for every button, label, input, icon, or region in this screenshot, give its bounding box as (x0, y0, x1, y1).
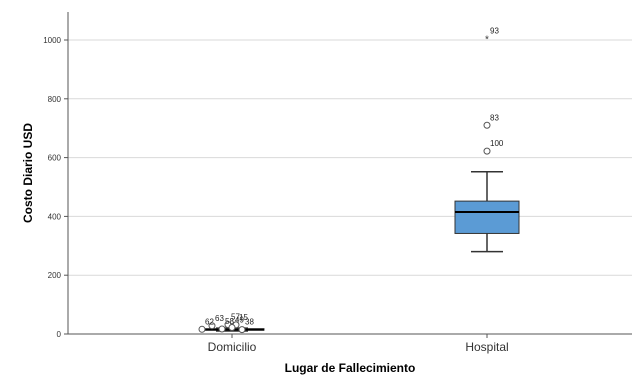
x-axis-title: Lugar de Fallecimiento (285, 361, 416, 375)
y-tick-label: 1000 (43, 36, 61, 45)
box-hospital: 100 83 *93 (454, 27, 520, 253)
outlier-label: 38 (245, 318, 254, 327)
outlier-point (198, 325, 206, 333)
y-tick-label: 0 (57, 330, 62, 339)
outlier-point (208, 322, 216, 330)
y-axis-title: Costo Diario USD (21, 123, 35, 223)
outlier-point (238, 326, 246, 334)
outlier-label: 100 (490, 139, 504, 148)
outlier-star: * (485, 35, 489, 46)
outlier-label: 62 (205, 317, 214, 326)
y-tick-label: 400 (48, 212, 62, 221)
gridlines (68, 39, 632, 276)
outlier-label: 83 (490, 113, 499, 122)
outlier-label: 63 (215, 314, 224, 323)
y-tick-label: 800 (48, 95, 62, 104)
outlier-point (483, 147, 491, 155)
outlier-point (218, 325, 226, 333)
outlier-label: 15 (239, 313, 248, 322)
outlier-label: 58 (225, 317, 234, 326)
x-axis: Domicilio Hospital (68, 333, 632, 354)
y-axis: 0 200 400 600 800 1000 (43, 12, 69, 339)
outlier-label: 57 (231, 313, 240, 322)
y-tick-label: 200 (48, 271, 62, 280)
x-tick-label: Domicilio (208, 340, 257, 354)
x-tick-label: Hospital (465, 340, 508, 354)
outlier-point (483, 121, 491, 129)
outlier-label: 49 (235, 316, 244, 325)
outlier-point (228, 324, 236, 332)
y-tick-label: 600 (48, 154, 62, 163)
outlier-label: 93 (490, 27, 499, 36)
iqr-box (454, 200, 520, 234)
